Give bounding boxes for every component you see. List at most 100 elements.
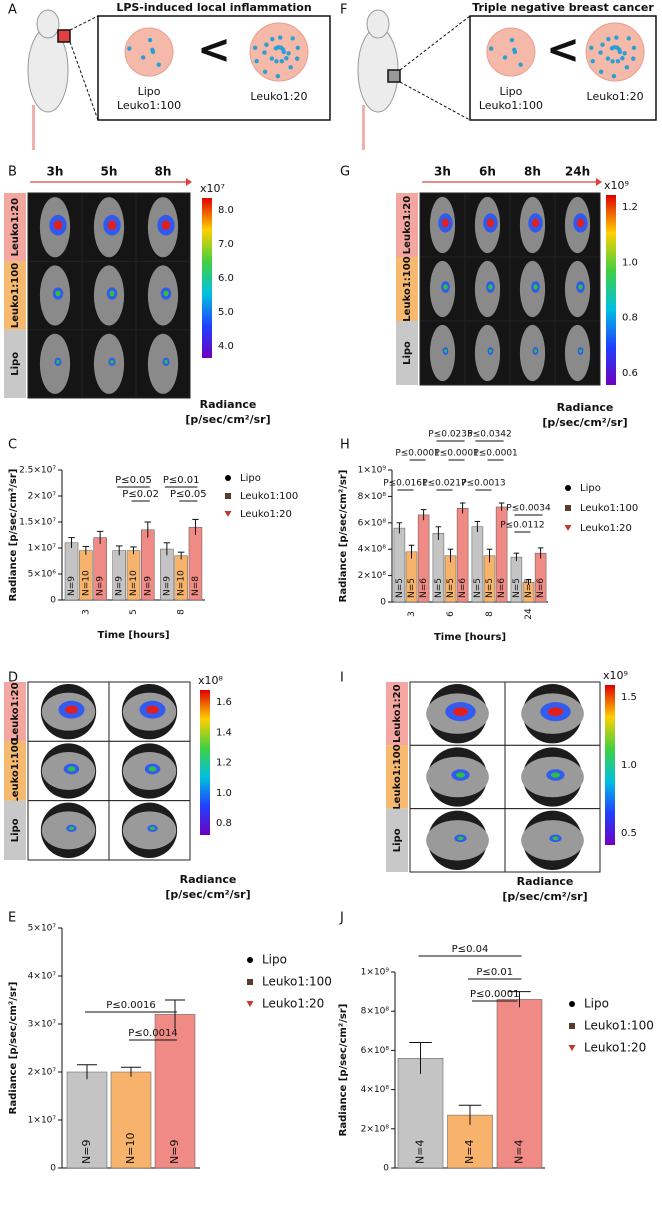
signal-core <box>67 766 76 772</box>
p-value: P≤0.0217 <box>422 479 466 489</box>
time-label: 3h <box>434 165 451 179</box>
p-value: P≤0.0161 <box>383 479 427 489</box>
bar-label: N=6 <box>419 578 429 598</box>
p-value: P≤0.0001 <box>434 449 478 459</box>
row-label: Leuko1:20 <box>402 196 413 254</box>
colorbar-tick: 1.0 <box>621 760 637 771</box>
bar-label: N=10 <box>81 570 91 596</box>
row-label: Leuko1:100 <box>402 256 413 321</box>
signal-core <box>163 290 169 297</box>
particle <box>274 59 279 64</box>
colorbar-exponent: x10⁹ <box>604 179 629 192</box>
colorbar-exponent: x10⁸ <box>198 674 224 687</box>
row-label: Lipo <box>10 818 21 842</box>
bar-label: N=6 <box>497 578 507 598</box>
y-tick-label: 5×10⁶ <box>28 570 57 580</box>
bar-label: N=5 <box>473 578 483 598</box>
particle <box>606 36 611 42</box>
p-value: P≤0.05 <box>115 475 152 486</box>
p-value: P≤0.0014 <box>128 1028 177 1039</box>
mouse-head <box>366 9 390 39</box>
particle <box>598 50 603 55</box>
mouse-site <box>57 29 71 43</box>
particle <box>610 59 615 64</box>
y-tick-label: 0 <box>380 598 386 608</box>
particle <box>620 56 625 61</box>
legend-marker <box>565 505 571 511</box>
bar-label: N=5 <box>395 578 405 598</box>
y-tick-label: 6×10⁸ <box>361 1046 390 1056</box>
particle <box>615 59 621 64</box>
p-value: P≤0.0112 <box>500 521 544 531</box>
group-label: Leuko1:20 <box>250 90 307 103</box>
bar-label: N=9 <box>162 576 172 596</box>
y-tick-label: 3×10⁷ <box>28 1020 57 1030</box>
signal-core <box>455 772 466 778</box>
signal-core <box>534 349 537 353</box>
row-strip <box>4 193 26 262</box>
p-value: P≤0.0235 <box>428 430 472 440</box>
bar-label: N=5 <box>446 578 456 598</box>
signal-core <box>552 836 559 841</box>
particle <box>286 51 291 56</box>
row-strip <box>396 321 418 385</box>
particle <box>624 65 630 70</box>
particle <box>127 46 132 51</box>
signal-core <box>547 707 564 717</box>
mouse-image <box>474 324 501 382</box>
particle <box>502 55 508 60</box>
y-tick-label: 2×10⁷ <box>28 492 57 502</box>
signal-core <box>161 220 171 230</box>
particle <box>254 59 259 64</box>
particle <box>294 56 300 61</box>
legend-marker <box>225 475 231 481</box>
particle <box>262 50 267 55</box>
bar-label: N=10 <box>177 570 187 596</box>
row-strip <box>386 745 408 809</box>
y-tick-label: 2×10⁷ <box>28 1068 57 1078</box>
y-tick-label: 8×10⁸ <box>358 492 387 502</box>
row-label: Lipo <box>392 828 403 852</box>
mouse-site <box>387 69 401 83</box>
legend-marker <box>247 957 253 963</box>
time-label: 8h <box>155 165 172 179</box>
mouse-image <box>564 324 591 382</box>
row-label: Leuko1:20 <box>10 682 21 740</box>
x-tick-label: 24 <box>524 608 534 620</box>
legend-label: Leuko1:20 <box>580 523 632 534</box>
time-label: 5h <box>101 165 118 179</box>
mouse-image <box>429 324 456 382</box>
comparison-symbol: < <box>197 27 231 73</box>
y-tick-label: 1×10⁹ <box>361 968 390 978</box>
p-value: P≤0.0016 <box>106 1000 155 1011</box>
particle <box>150 47 155 53</box>
y-axis-title: Radiance [p/sec/cm²/sr] <box>338 1004 349 1137</box>
legend-label: Leuko1:100 <box>580 503 638 514</box>
signal-core <box>441 218 450 228</box>
legend-label: Leuko1:20 <box>262 997 324 1011</box>
signal-core <box>164 359 168 364</box>
time-label: 8h <box>524 165 541 179</box>
signal-core <box>489 349 492 353</box>
bar-label: N=4 <box>414 1140 427 1164</box>
y-tick-label: 1×10⁷ <box>28 1116 57 1126</box>
colorbar-title: [p/sec/cm²/sr] <box>185 413 270 426</box>
colorbar <box>606 195 616 385</box>
particle <box>269 56 275 61</box>
p-value: P≤0.0001 <box>473 449 517 459</box>
colorbar-title: Radiance <box>200 398 257 411</box>
group-label: Leuko1:20 <box>587 90 644 103</box>
colorbar-exponent: x10⁹ <box>603 669 628 682</box>
particle <box>270 36 275 42</box>
time-arrow-head <box>186 178 192 186</box>
legend-label: Leuko1:20 <box>584 1041 646 1055</box>
row-strip <box>386 808 408 872</box>
bar-label: N=9 <box>115 576 125 596</box>
particle <box>275 73 281 79</box>
legend-marker <box>247 979 253 985</box>
x-tick-label: 6 <box>446 611 456 617</box>
bar-label: N=10 <box>124 1133 137 1164</box>
time-label: 24h <box>565 165 590 179</box>
row-label: Leuko1:20 <box>10 198 21 256</box>
row-strip <box>396 257 418 321</box>
